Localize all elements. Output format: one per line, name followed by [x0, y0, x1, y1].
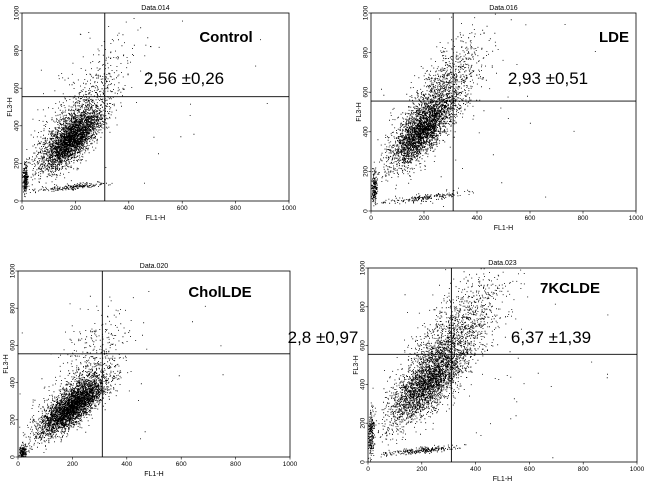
scatter-points	[371, 13, 596, 208]
y-tick-label: 1000	[363, 5, 370, 20]
y-tick-label: 400	[14, 120, 21, 131]
scatter-points	[18, 291, 224, 458]
condition-label: LDE	[599, 29, 629, 46]
x-tick-label: 1000	[630, 466, 645, 473]
plot-frame	[17, 270, 291, 458]
y-axis-label: FL3-H	[3, 354, 10, 373]
scatter-points	[368, 268, 609, 463]
x-axis-label: FL1-H	[146, 215, 165, 222]
x-tick-label: 600	[176, 461, 187, 468]
y-tick-label: 400	[363, 126, 370, 137]
x-axis-label: FL1-H	[494, 225, 513, 232]
panel-lde: 0 200 400 600 800 1000 0 200 400 600 800 1000 FL1-H F…	[356, 5, 644, 232]
y-axis-label: FL3-H	[356, 102, 363, 121]
y-tick-label: 1000	[10, 263, 17, 278]
y-tick-label: 200	[360, 417, 367, 428]
x-tick-label: 200	[67, 461, 78, 468]
y-tick-label: 1000	[360, 260, 367, 275]
y-tick-label: 400	[360, 379, 367, 390]
statistic-annotation: 6,37 ±1,39	[511, 328, 591, 347]
x-tick-label: 0	[16, 461, 20, 468]
x-tick-label: 800	[230, 461, 241, 468]
x-tick-label: 1000	[282, 205, 297, 212]
y-tick-label: 800	[10, 302, 17, 313]
y-tick-label: 0	[14, 199, 21, 203]
statistic-annotation: 2,56 ±0,26	[144, 69, 224, 88]
data-points	[368, 268, 609, 463]
y-tick-label: 800	[360, 301, 367, 312]
x-axis-label: FL1-H	[493, 476, 512, 481]
condition-label: CholLDE	[188, 284, 251, 301]
x-tick-label: 200	[419, 215, 430, 222]
x-tick-label: 0	[369, 215, 373, 222]
y-tick-label: 800	[363, 47, 370, 58]
x-tick-label: 600	[525, 215, 536, 222]
statistic-annotation: 2,8 ±0,97	[288, 328, 359, 347]
condition-label: 7KCLDE	[540, 280, 600, 297]
y-tick-label: 0	[10, 455, 17, 459]
data-points	[18, 291, 224, 458]
panel-title: Data.014	[141, 5, 170, 12]
y-tick-label: 1000	[14, 5, 21, 20]
plot-frame	[370, 12, 637, 212]
x-axis-label: FL1-H	[144, 471, 163, 478]
x-tick-label: 0	[20, 205, 24, 212]
x-tick-label: 400	[472, 215, 483, 222]
condition-label: Control	[199, 29, 252, 46]
x-tick-label: 1000	[629, 215, 644, 222]
panel-title: Data.020	[140, 263, 169, 270]
y-tick-label: 400	[10, 377, 17, 388]
x-tick-label: 600	[524, 466, 535, 473]
y-axis-label: FL3-H	[353, 355, 360, 374]
x-tick-label: 400	[121, 461, 132, 468]
panel-7kclde: 0 200 400 600 800 1000 0 200 400 600 800 1000 FL1-H F…	[353, 260, 645, 481]
panel-control: 0 200 400 600 800 1000 0 200 400 600 800 1000 FL1-H F…	[7, 5, 297, 222]
y-tick-label: 800	[14, 45, 21, 56]
y-tick-label: 600	[14, 82, 21, 93]
x-tick-label: 800	[578, 466, 589, 473]
plot-frame	[367, 267, 638, 463]
x-tick-label: 400	[470, 466, 481, 473]
x-tick-label: 1000	[283, 461, 298, 468]
panel-title: Data.023	[488, 260, 517, 267]
panel-title: Data.016	[489, 5, 518, 12]
y-tick-label: 600	[360, 340, 367, 351]
data-points	[371, 13, 596, 208]
x-tick-label: 800	[578, 215, 589, 222]
y-tick-label: 200	[363, 166, 370, 177]
y-tick-label: 0	[360, 460, 367, 464]
x-tick-label: 400	[123, 205, 134, 212]
x-tick-label: 0	[366, 466, 370, 473]
x-tick-label: 600	[177, 205, 188, 212]
statistic-annotation: 2,93 ±0,51	[508, 69, 588, 88]
y-tick-label: 600	[363, 86, 370, 97]
panel-chollde: 0 200 400 600 800 1000 0 200 400 600 800 1000 FL1-H F…	[3, 263, 359, 478]
y-tick-label: 200	[10, 414, 17, 425]
y-tick-label: 0	[363, 209, 370, 213]
y-tick-label: 200	[14, 158, 21, 169]
x-tick-label: 200	[416, 466, 427, 473]
y-tick-label: 600	[10, 340, 17, 351]
x-tick-label: 200	[70, 205, 81, 212]
y-axis-label: FL3-H	[7, 97, 14, 116]
plot-frame	[21, 12, 290, 202]
x-tick-label: 800	[230, 205, 241, 212]
